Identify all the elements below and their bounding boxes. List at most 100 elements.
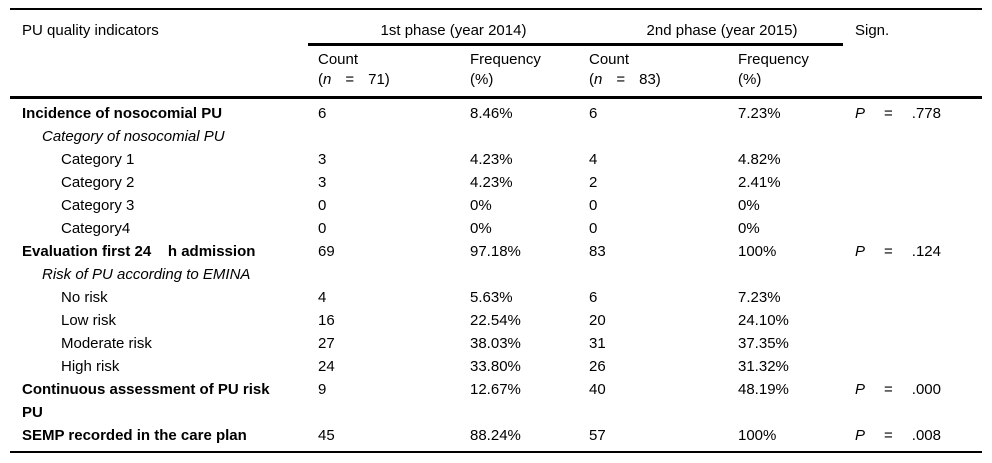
- count-phase1-value: 24: [318, 358, 335, 375]
- row-label: Moderate risk: [61, 335, 152, 352]
- significance-cell: P = .000: [855, 378, 982, 424]
- table-row: Category of nosocomial PU: [10, 125, 982, 148]
- equals-symbol: =: [884, 105, 893, 122]
- count-phase1-value: [318, 125, 470, 148]
- frequency-phase2-value: [738, 125, 855, 148]
- frequency-phase2-value: 48.19%: [738, 381, 789, 398]
- header-row-subcolumns: Count (n = 71) Frequency (%) Count (n =: [10, 50, 982, 90]
- table-row: Category 3 0 0% 0 0%: [10, 194, 982, 217]
- sign-column-header: Sign.: [855, 22, 890, 39]
- significance-cell: P = .008: [855, 424, 982, 447]
- significance-cell: [855, 194, 982, 217]
- n-symbol: n: [594, 71, 603, 88]
- p-value: .124: [911, 243, 941, 260]
- n-value-phase1: 71): [368, 71, 390, 88]
- n-row-phase2: (n = 83): [589, 70, 738, 90]
- frequency-phase2-value: 0%: [738, 197, 760, 214]
- table-row: Evaluation first 24 h admission 69 97.18…: [10, 240, 982, 263]
- frequency-phase1-value: 97.18%: [470, 243, 521, 260]
- frequency-phase1-value: 5.63%: [470, 289, 513, 306]
- n-open: (n: [318, 71, 332, 88]
- count-phase2-value: 0: [589, 197, 598, 214]
- count-phase1-value: 4: [318, 289, 327, 306]
- row-label: Category 3: [61, 197, 135, 214]
- p-value: .778: [911, 105, 941, 122]
- frequency-phase2-value: 31.32%: [738, 358, 789, 375]
- table-row: Incidence of nosocomial PU 6 8.46% 6 7.2…: [10, 102, 982, 125]
- count-phase2-value: 4: [589, 151, 598, 168]
- p-symbol: P: [855, 427, 866, 444]
- row-label: High risk: [61, 358, 120, 375]
- header-row-phases: PU quality indicators 1st phase (year 20…: [10, 18, 982, 46]
- frequency-phase1-value: 4.23%: [470, 174, 513, 191]
- frequency-phase1-value: [470, 263, 589, 286]
- count-phase2-value: 20: [589, 312, 606, 329]
- count-phase1-value: 0: [318, 220, 327, 237]
- significance-cell: [855, 171, 982, 194]
- frequency-phase1-value: 4.23%: [470, 151, 513, 168]
- p-symbol: P: [855, 381, 866, 398]
- frequency-phase2-value: 100%: [738, 243, 777, 260]
- frequency-unit: (%): [738, 71, 762, 88]
- count-label: Count: [589, 51, 630, 68]
- empty-header-cell: [10, 50, 318, 90]
- equals-symbol: =: [884, 243, 893, 260]
- count-phase1-value: [318, 263, 470, 286]
- count-header-phase2: Count (n = 83): [589, 50, 738, 90]
- row-label: Category 2: [61, 174, 135, 191]
- table-body: Incidence of nosocomial PU 6 8.46% 6 7.2…: [10, 99, 982, 451]
- row-label: Continuous assessment of PU risk PU: [22, 381, 270, 421]
- significance-cell: P = .124: [855, 240, 982, 263]
- indicators-column-header: PU quality indicators: [22, 22, 159, 39]
- equals-symbol: =: [884, 381, 893, 398]
- phase1-header: 1st phase (year 2014): [380, 22, 527, 39]
- count-phase2-value: [589, 125, 738, 148]
- count-phase1-value: 27: [318, 335, 335, 352]
- quality-indicators-table: PU quality indicators 1st phase (year 20…: [10, 8, 982, 453]
- frequency-phase2-value: [738, 263, 855, 286]
- p-value: .000: [911, 381, 941, 398]
- row-label: No risk: [61, 289, 108, 306]
- count-phase1-value: 6: [318, 105, 327, 122]
- n-open: (n: [589, 71, 603, 88]
- row-label: SEMP recorded in the care plan: [22, 427, 247, 444]
- significance-cell: [855, 332, 982, 355]
- frequency-phase1-value: [470, 125, 589, 148]
- table-header: PU quality indicators 1st phase (year 20…: [10, 10, 982, 99]
- phase2-header: 2nd phase (year 2015): [646, 22, 798, 39]
- count-phase1-value: 45: [318, 427, 335, 444]
- frequency-phase2-value: 7.23%: [738, 289, 781, 306]
- count-phase2-value: 57: [589, 427, 606, 444]
- count-phase1-value: 3: [318, 174, 327, 191]
- table-row: High risk 24 33.80% 26 31.32%: [10, 355, 982, 378]
- significance-cell: [855, 217, 982, 240]
- p-symbol: P: [855, 243, 866, 260]
- table-row: Continuous assessment of PU risk PU 9 12…: [10, 378, 982, 424]
- count-label: Count: [318, 51, 359, 68]
- frequency-phase1-value: 33.80%: [470, 358, 521, 375]
- count-phase2-value: 26: [589, 358, 606, 375]
- equals-symbol: =: [345, 71, 355, 88]
- frequency-phase2-value: 4.82%: [738, 151, 781, 168]
- significance-cell: [855, 355, 982, 378]
- row-label: Incidence of nosocomial PU: [22, 105, 223, 122]
- row-label: Category of nosocomial PU: [42, 128, 225, 145]
- count-phase2-value: 83: [589, 243, 606, 260]
- row-label: Evaluation first 24 h admission: [22, 243, 256, 260]
- frequency-phase1-value: 12.67%: [470, 381, 521, 398]
- count-phase2-value: [589, 263, 738, 286]
- table-row: Category 1 3 4.23% 4 4.82%: [10, 148, 982, 171]
- frequency-phase1-value: 0%: [470, 197, 492, 214]
- n-symbol: n: [323, 71, 332, 88]
- frequency-label: Frequency: [738, 51, 809, 68]
- significance-cell: [855, 286, 982, 309]
- table-row: No risk 4 5.63% 6 7.23%: [10, 286, 982, 309]
- significance-cell: [855, 148, 982, 171]
- frequency-phase1-value: 88.24%: [470, 427, 521, 444]
- frequency-phase1-value: 8.46%: [470, 105, 513, 122]
- n-value-phase2: 83): [639, 71, 661, 88]
- count-phase1-value: 3: [318, 151, 327, 168]
- count-phase2-value: 2: [589, 174, 598, 191]
- count-phase2-value: 40: [589, 381, 606, 398]
- table-row: Moderate risk 27 38.03% 31 37.35%: [10, 332, 982, 355]
